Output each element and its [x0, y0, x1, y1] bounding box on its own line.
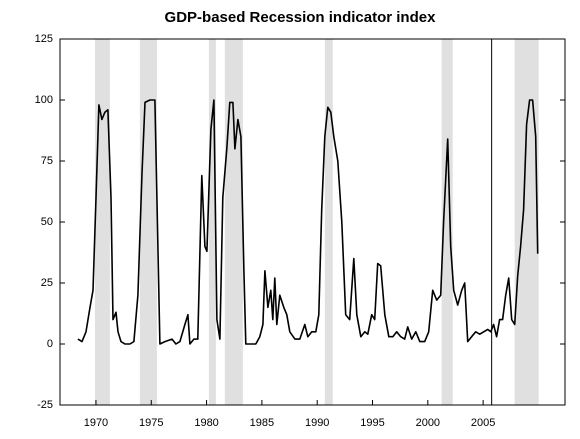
recession-shade: [441, 39, 453, 405]
recession-shade: [324, 39, 333, 405]
y-tick-label: 100: [35, 94, 53, 106]
x-tick-label: 1980: [194, 417, 218, 429]
series-line: [77, 99, 539, 345]
chart-title: GDP-based Recession indicator index: [165, 9, 437, 26]
y-tick-label: 25: [41, 277, 53, 289]
recession-shade: [514, 39, 539, 405]
x-tick-label: 1975: [139, 417, 163, 429]
x-tick-label: 2005: [471, 417, 495, 429]
x-tick-label: 1985: [250, 417, 274, 429]
y-tick-label: 50: [41, 216, 53, 228]
x-tick-label: 2000: [416, 417, 440, 429]
recession-shade: [208, 39, 216, 405]
x-tick-label: 1995: [360, 417, 384, 429]
recession-shade: [139, 39, 157, 405]
x-tick-label: 1970: [84, 417, 108, 429]
recession-shade: [224, 39, 243, 405]
y-tick-label: 75: [41, 155, 53, 167]
y-tick-label: -25: [37, 399, 53, 411]
x-tick-label: 1990: [305, 417, 329, 429]
y-tick-label: 0: [47, 338, 53, 350]
recession-shade: [94, 39, 110, 405]
y-tick-label: 125: [35, 33, 53, 45]
plot-frame: [59, 38, 566, 406]
